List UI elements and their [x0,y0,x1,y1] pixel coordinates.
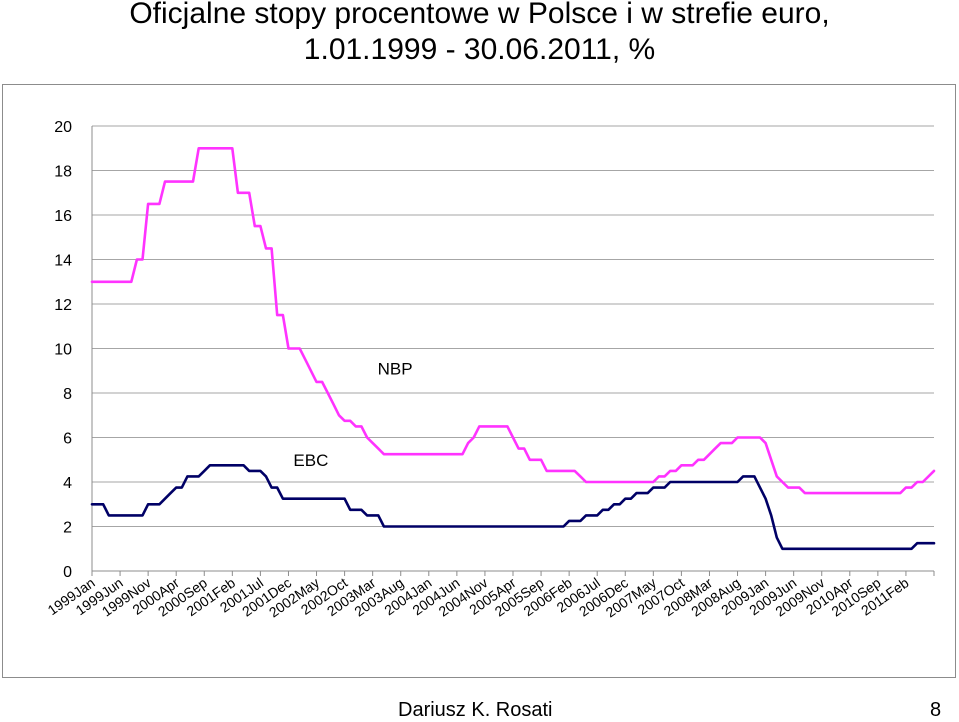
y-tick-label: 0 [63,564,72,581]
y-tick-label: 18 [54,164,72,181]
y-tick-label: 10 [54,342,72,359]
title-line-1: Oficjalne stopy procentowe w Polsce i w … [129,0,830,30]
y-tick-label: 14 [54,253,72,270]
x-tick-labels: 1999Jan1999Jun1999Nov2000Apr2000Sep2001F… [45,574,912,620]
y-tick-label: 20 [54,119,72,136]
y-tick-label: 16 [54,208,72,225]
series-lines [90,147,936,551]
author-footer: Dariusz K. Rosati [398,699,553,721]
y-tick-label: 8 [63,386,72,403]
series-line-ebc [90,463,936,551]
annotations: NBP EBC [293,360,412,470]
annotation-nbp: NBP [378,360,413,379]
y-tick-label: 4 [63,475,72,492]
chart-area [2,84,956,678]
y-tick-labels: 0 2 4 6 8 10 12 14 16 18 20 [54,119,72,581]
title-line-2: 1.01.1999 - 30.06.2011, % [303,33,656,66]
y-tick-label: 2 [63,520,72,537]
y-tick-label: 12 [54,297,72,314]
slide-title: Oficjalne stopy procentowe w Polsce i w … [0,0,959,68]
annotation-ebc: EBC [293,451,328,470]
axes [91,126,935,576]
series-line-nbp [90,147,936,495]
y-tick-label: 6 [63,431,72,448]
page-number: 8 [930,699,942,721]
